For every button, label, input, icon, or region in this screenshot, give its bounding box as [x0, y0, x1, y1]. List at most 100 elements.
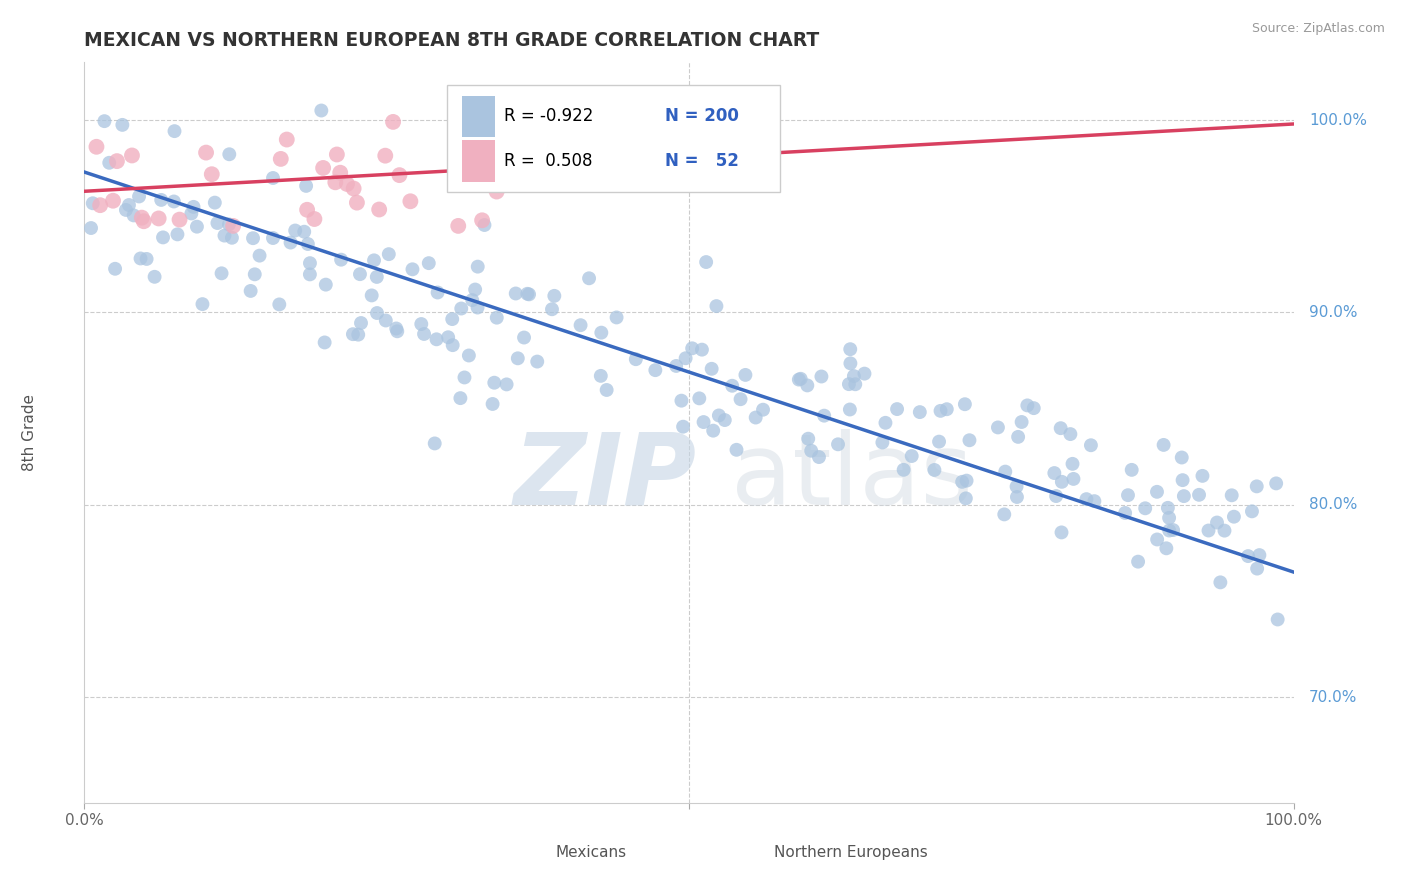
Point	[513, 330, 536, 344]
Point	[207, 216, 229, 230]
Text: Source: ZipAtlas.com: Source: ZipAtlas.com	[1251, 22, 1385, 36]
Point	[872, 435, 894, 450]
Point	[423, 436, 446, 450]
Point	[543, 289, 565, 303]
Point	[734, 368, 756, 382]
Point	[506, 351, 529, 366]
Point	[516, 286, 538, 301]
Point	[411, 317, 433, 331]
Point	[221, 231, 243, 245]
Point	[730, 392, 752, 407]
Point	[401, 262, 423, 277]
Point	[578, 271, 600, 285]
Point	[1265, 476, 1288, 491]
Point	[1080, 438, 1102, 452]
Point	[671, 393, 693, 408]
Point	[959, 434, 981, 448]
Point	[1045, 489, 1067, 503]
Point	[458, 151, 481, 165]
Point	[295, 202, 318, 217]
Point	[1171, 450, 1194, 465]
Point	[382, 115, 405, 129]
Point	[548, 149, 571, 163]
Point	[111, 118, 134, 132]
Point	[218, 147, 240, 161]
Point	[464, 283, 486, 297]
Point	[292, 225, 315, 239]
Point	[1171, 473, 1194, 487]
Point	[166, 227, 188, 242]
Point	[284, 223, 307, 237]
Point	[441, 338, 464, 352]
Point	[426, 285, 449, 300]
Point	[218, 218, 240, 232]
Point	[707, 409, 730, 423]
Point	[994, 465, 1017, 479]
Point	[1156, 541, 1178, 556]
Point	[517, 287, 540, 301]
Point	[297, 237, 319, 252]
Point	[1157, 500, 1180, 515]
Text: Northern Europeans: Northern Europeans	[773, 845, 928, 860]
Point	[343, 181, 366, 195]
Point	[441, 312, 464, 326]
Point	[143, 269, 166, 284]
Point	[688, 392, 710, 406]
Point	[89, 198, 111, 212]
Point	[1121, 463, 1143, 477]
Point	[1146, 533, 1168, 547]
Point	[1059, 427, 1081, 442]
Point	[485, 310, 508, 325]
Point	[935, 402, 957, 417]
Point	[323, 175, 346, 189]
Point	[1007, 430, 1029, 444]
Point	[1049, 421, 1071, 435]
Point	[893, 463, 915, 477]
Point	[1191, 468, 1213, 483]
Point	[121, 148, 143, 162]
Point	[569, 318, 592, 333]
Point	[129, 252, 152, 266]
Point	[169, 212, 191, 227]
Point	[349, 267, 371, 281]
Point	[800, 443, 823, 458]
Text: 70.0%: 70.0%	[1309, 690, 1358, 705]
Point	[186, 219, 208, 234]
Point	[1240, 504, 1263, 518]
Point	[243, 268, 266, 282]
Point	[1126, 555, 1149, 569]
Point	[1161, 523, 1184, 537]
Point	[541, 302, 564, 317]
Point	[1146, 484, 1168, 499]
Point	[495, 377, 517, 392]
Point	[201, 167, 224, 181]
Point	[875, 416, 897, 430]
Point	[633, 118, 655, 132]
Point	[346, 195, 368, 210]
Text: R =  0.508: R = 0.508	[503, 152, 592, 169]
FancyBboxPatch shape	[516, 838, 550, 868]
Point	[118, 198, 141, 212]
Point	[450, 301, 472, 316]
Point	[262, 231, 284, 245]
Point	[810, 369, 832, 384]
Text: 100.0%: 100.0%	[1309, 112, 1367, 128]
Point	[242, 231, 264, 245]
Point	[721, 378, 744, 392]
FancyBboxPatch shape	[447, 85, 780, 192]
Point	[1223, 509, 1246, 524]
Point	[467, 301, 489, 315]
Point	[449, 99, 471, 113]
Point	[813, 409, 835, 423]
Point	[269, 297, 291, 311]
Point	[702, 424, 724, 438]
Point	[536, 161, 558, 175]
Point	[796, 378, 818, 392]
Point	[183, 200, 205, 214]
Point	[105, 154, 128, 169]
Point	[329, 166, 352, 180]
Point	[665, 359, 688, 373]
Point	[928, 434, 950, 449]
Point	[366, 269, 388, 284]
Point	[152, 230, 174, 244]
